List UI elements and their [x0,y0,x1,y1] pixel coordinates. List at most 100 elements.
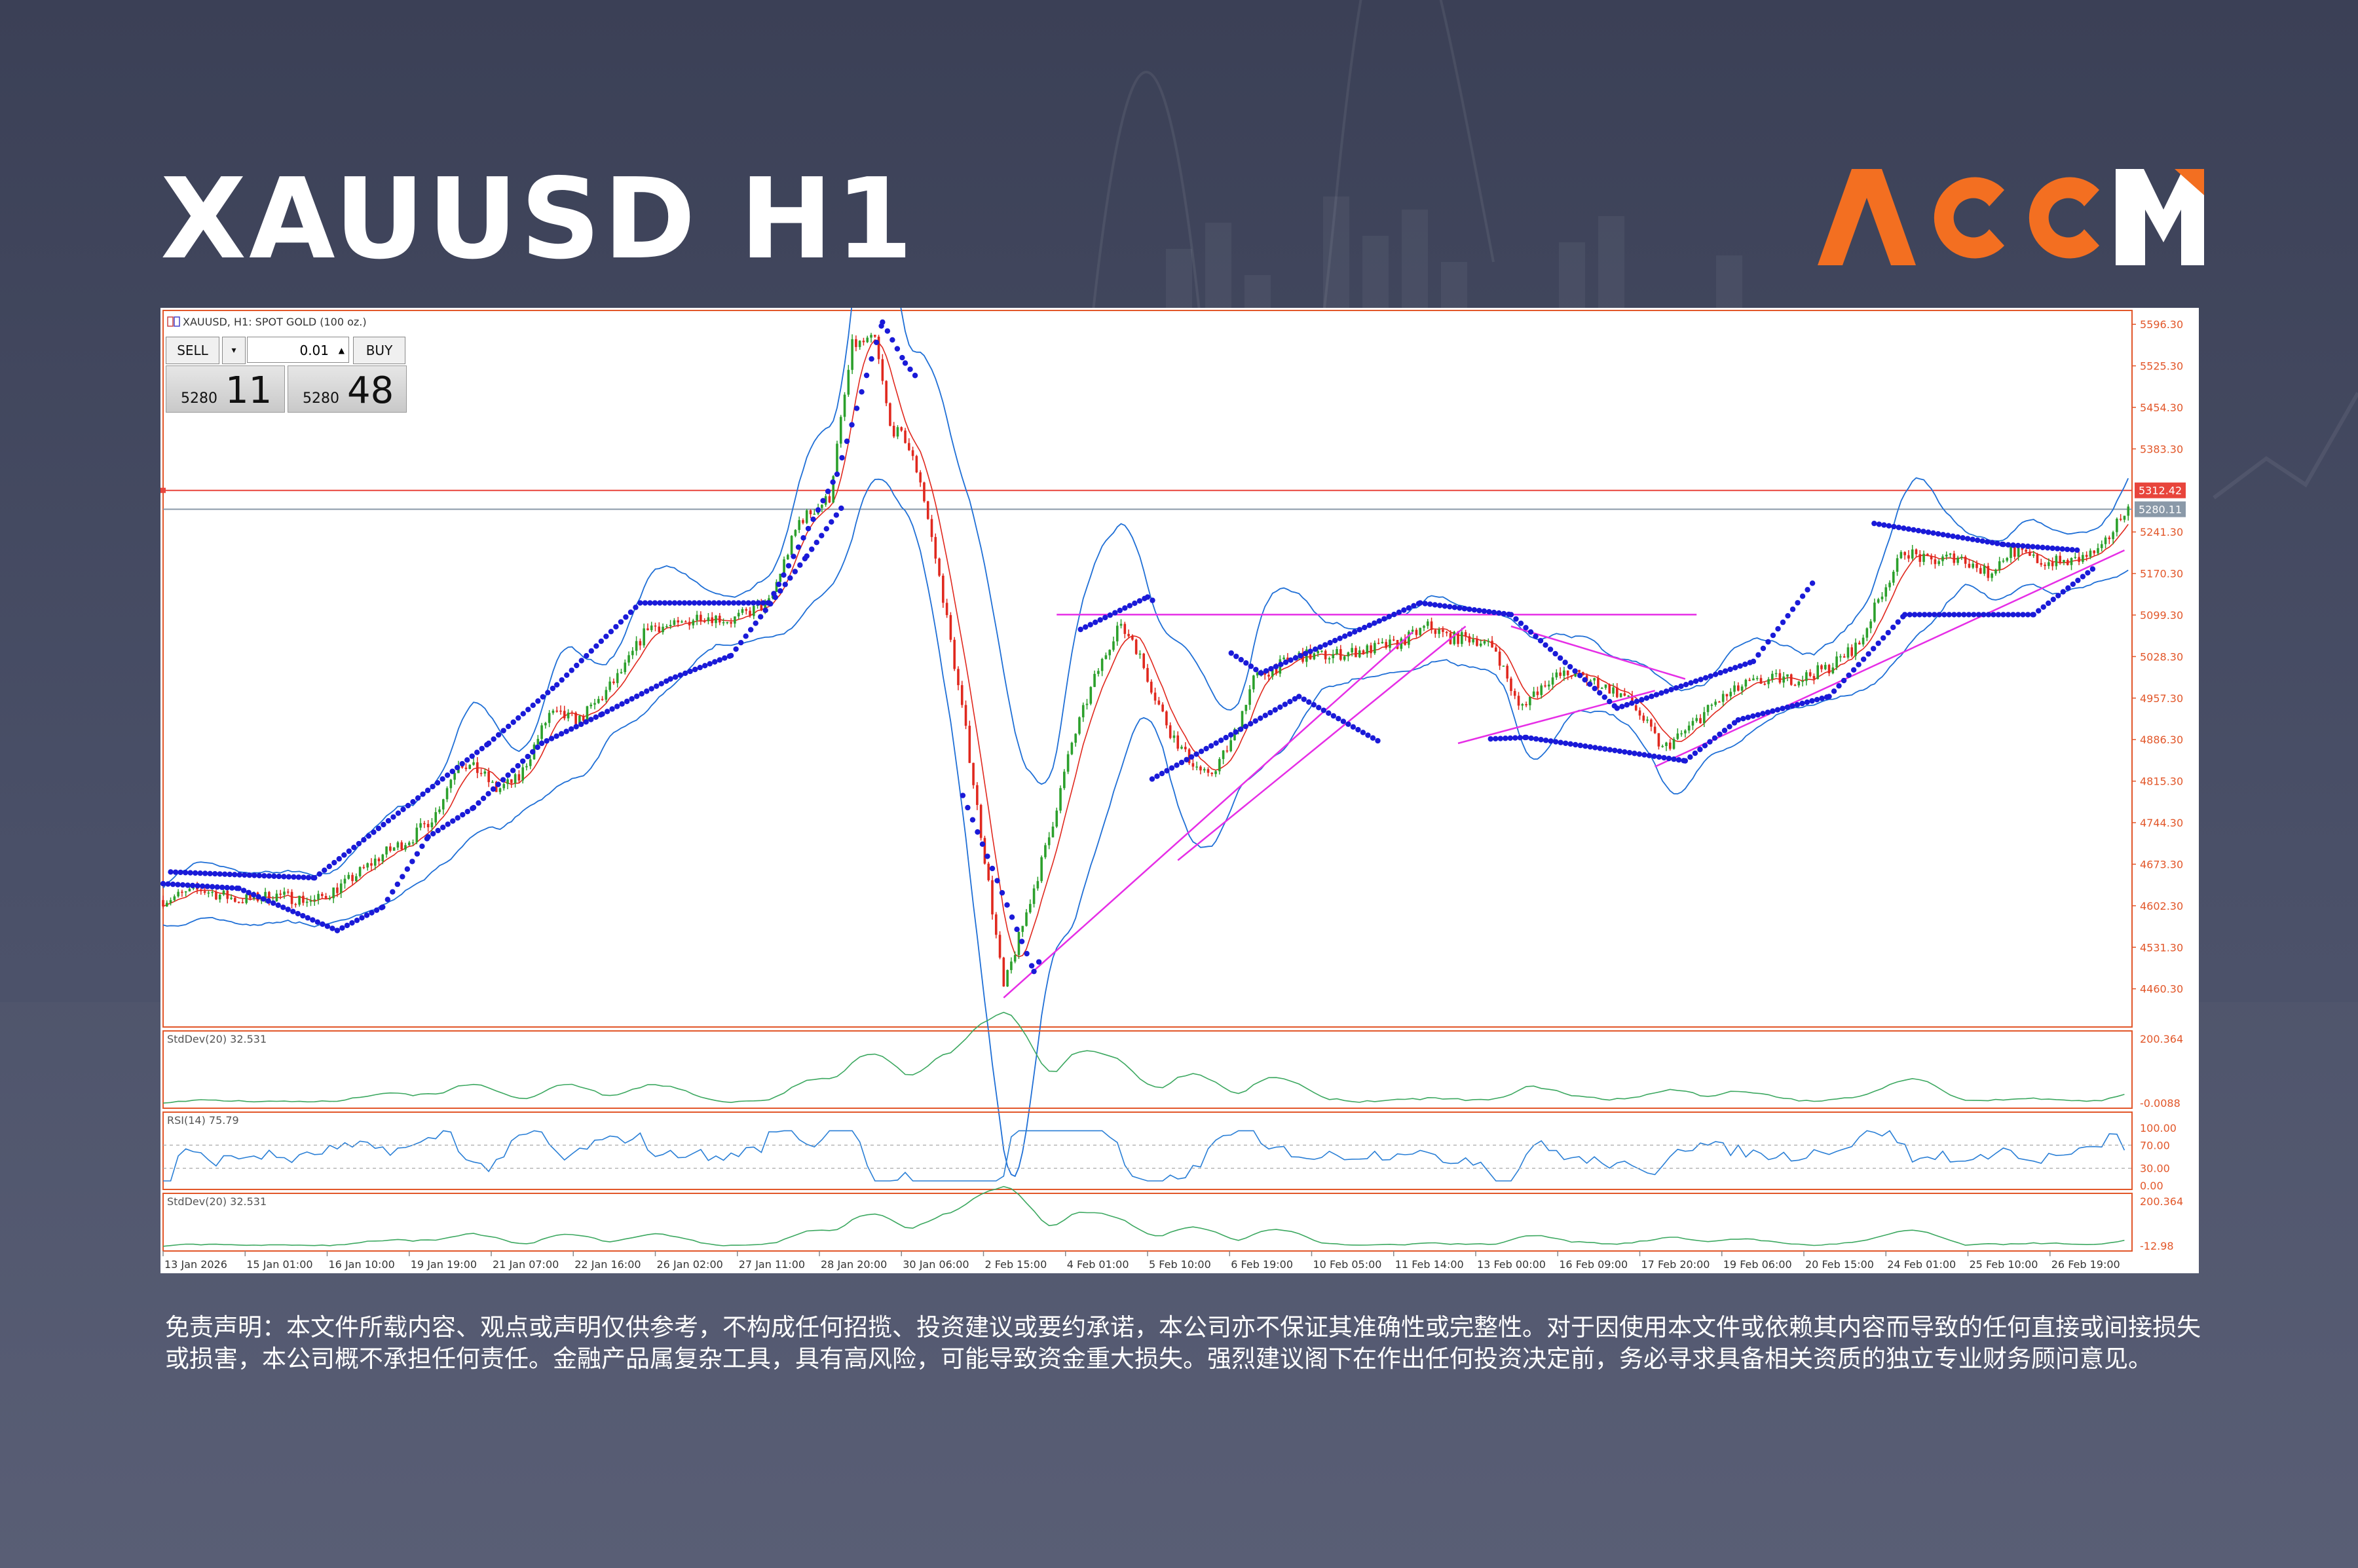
candle-body [753,606,755,616]
sar-dot [766,600,772,606]
candle-body [1374,643,1376,654]
candle-body [1767,679,1770,684]
sar-dot [1622,749,1628,755]
candle-body [1831,667,1835,674]
sar-dot [2000,612,2006,618]
sar-dot [1298,652,1303,659]
sar-dot [295,910,301,917]
sar-dot [2059,546,2065,552]
candle-body [593,703,596,705]
candle-body [700,614,702,622]
sar-dot [1493,736,1499,742]
sar-dot [281,874,287,880]
sar-dot [1639,697,1645,703]
sar-dot [1636,751,1643,757]
sar-dot [1624,701,1630,708]
sar-dot [1548,738,1554,744]
candle-body [510,779,513,783]
sar-dot [224,885,230,891]
candle-body [525,766,528,768]
sar-dot [1014,926,1020,933]
lot-size-input[interactable]: 0.01 ▲ [247,337,349,363]
candle-body [1006,970,1009,987]
sar-dot [545,690,551,696]
candle-body [373,858,377,866]
sar-dot [1717,669,1723,676]
sar-dot [1093,619,1098,625]
candle-body [662,626,664,633]
sar-dot [1149,776,1155,782]
sar-dot [733,646,739,652]
sar-dot [1528,735,1534,741]
candle-body [1725,694,1729,697]
sar-dot [1607,747,1613,753]
sar-dot [1974,537,1981,544]
candle-body [590,704,593,707]
sar-dot [1213,740,1219,746]
candle-body [987,863,990,880]
candle-body [1911,549,1914,559]
candle-body [1642,715,1645,721]
sar-dot [1629,700,1635,706]
stddev-line [162,1011,2125,1104]
sar-dot [1607,698,1613,705]
sar-dot [250,891,257,898]
sar-dot [1117,607,1123,614]
sar-dot [1860,656,1867,662]
candle-body [836,443,838,476]
sar-dot [2040,544,2046,551]
sar-dot [510,719,516,725]
sar-dot [495,732,502,738]
sar-dot [1770,708,1776,714]
sar-dot [1712,735,1718,741]
sar-dot [2010,612,2016,618]
sar-dot [1233,653,1239,660]
sar-dot [430,783,436,790]
candle-body [1438,629,1440,634]
candle-body [1695,718,1698,721]
lot-dropdown-chevron-icon[interactable]: ▾ [222,337,246,364]
candle-body [215,891,217,900]
sar-dot [682,670,688,677]
candle-body [1021,925,1024,932]
sar-dot [538,740,545,747]
candle-body [2048,562,2050,567]
price-chart[interactable]: 5596.30 5525.30 5454.30 5383.30 5241.30 5170.… [160,308,2199,1273]
sar-dot [573,724,579,730]
candle-body [1226,750,1229,752]
buy-quote[interactable]: 5280 48 [288,365,407,413]
candle-body [1339,649,1342,660]
sar-dot [1537,637,1544,644]
sell-quote[interactable]: 5280 11 [166,365,285,413]
resistance-price-tag [2135,482,2186,498]
sar-dot [1223,734,1229,741]
sar-dot [464,757,470,763]
sar-dot [1780,705,1786,711]
sar-dot [1552,739,1559,745]
candle-body [1244,705,1248,711]
sar-dot [1317,644,1323,650]
sar-dot [1673,685,1679,691]
candle-body [2025,550,2027,552]
buy-button[interactable]: BUY [353,337,405,364]
sar-dot [771,591,777,597]
lot-increase-icon[interactable]: ▲ [338,346,345,355]
sar-dot [1332,637,1338,644]
price-tick-label: 5241.30 [2140,526,2183,538]
sar-dot [2000,542,2006,548]
sar-dot [1932,612,1937,618]
sar-dot [994,878,1000,884]
sar-dot [984,853,990,859]
sell-button[interactable]: SELL [166,337,219,364]
candle-body [1797,681,1801,686]
candle-body [324,896,328,899]
sar-dot [1717,731,1723,737]
candle-body [355,876,358,882]
candle-body [968,726,971,763]
candle-body [1529,697,1531,705]
sar-dot [810,516,816,523]
sar-dot [1467,607,1472,612]
candle-body [900,427,903,431]
sar-dot [227,871,233,878]
candle-body [1843,656,1846,658]
